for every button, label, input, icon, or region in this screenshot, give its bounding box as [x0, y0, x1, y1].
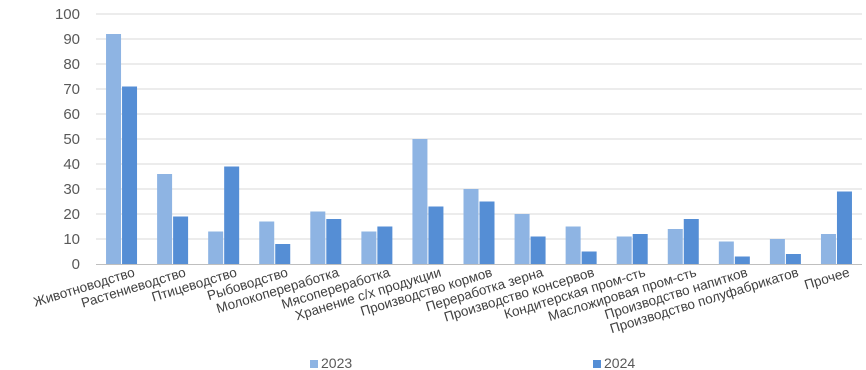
bar-2024-4 — [326, 219, 342, 264]
bar-2024-11 — [683, 219, 699, 264]
y-tick-label: 40 — [63, 156, 80, 173]
bar-2024-0 — [122, 86, 138, 264]
bar-2023-4 — [310, 211, 326, 264]
bar-2023-3 — [259, 221, 275, 264]
bar-2024-3 — [275, 244, 291, 264]
bar-2024-14 — [836, 191, 852, 264]
y-tick-label: 70 — [63, 81, 80, 98]
bar-2024-13 — [785, 254, 801, 264]
bar-2024-1 — [173, 216, 189, 264]
bar-2024-7 — [479, 201, 495, 264]
x-category-label: Прочее — [803, 265, 852, 293]
bar-2024-8 — [530, 236, 546, 264]
bar-2024-12 — [734, 256, 750, 264]
legend: 2023 2024 — [310, 355, 635, 370]
legend-label-2024: 2024 — [604, 355, 635, 370]
bar-2024-9 — [581, 251, 597, 264]
y-tick-label: 60 — [63, 106, 80, 123]
bar-2023-10 — [616, 236, 632, 264]
bar-2023-0 — [106, 34, 122, 264]
bar-2023-8 — [514, 214, 530, 264]
y-tick-label: 0 — [72, 256, 80, 273]
bar-2023-11 — [667, 229, 683, 264]
y-tick-label: 50 — [63, 131, 80, 148]
bar-2023-9 — [565, 226, 581, 264]
bar-2024-2 — [224, 166, 240, 264]
bar-2024-6 — [428, 206, 444, 264]
bar-2023-1 — [157, 174, 173, 264]
legend-swatch-2023 — [310, 360, 318, 368]
bar-2023-12 — [718, 241, 734, 264]
x-axis-category-labels: ЖивотноводствоРастениеводствоПтицеводств… — [32, 264, 852, 336]
bar-2023-14 — [820, 234, 836, 264]
bar-2023-6 — [412, 139, 428, 264]
y-axis-tick-labels: 0 10 20 30 40 50 60 70 80 90 100 — [55, 6, 80, 273]
bar-2023-2 — [208, 231, 224, 264]
bar-2024-5 — [377, 226, 393, 264]
y-tick-label: 100 — [55, 6, 80, 23]
bar-2023-7 — [463, 189, 479, 264]
y-tick-label: 10 — [63, 231, 80, 248]
bar-2023-5 — [361, 231, 377, 264]
y-tick-label: 20 — [63, 206, 80, 223]
y-tick-label: 90 — [63, 31, 80, 48]
y-tick-label: 30 — [63, 181, 80, 198]
bar-2023-13 — [769, 239, 785, 264]
grid-lines — [96, 13, 862, 240]
y-tick-label: 80 — [63, 56, 80, 73]
legend-label-2023: 2023 — [321, 355, 352, 370]
bar-2024-10 — [632, 234, 648, 264]
legend-swatch-2024 — [593, 360, 601, 368]
bars — [106, 34, 852, 264]
